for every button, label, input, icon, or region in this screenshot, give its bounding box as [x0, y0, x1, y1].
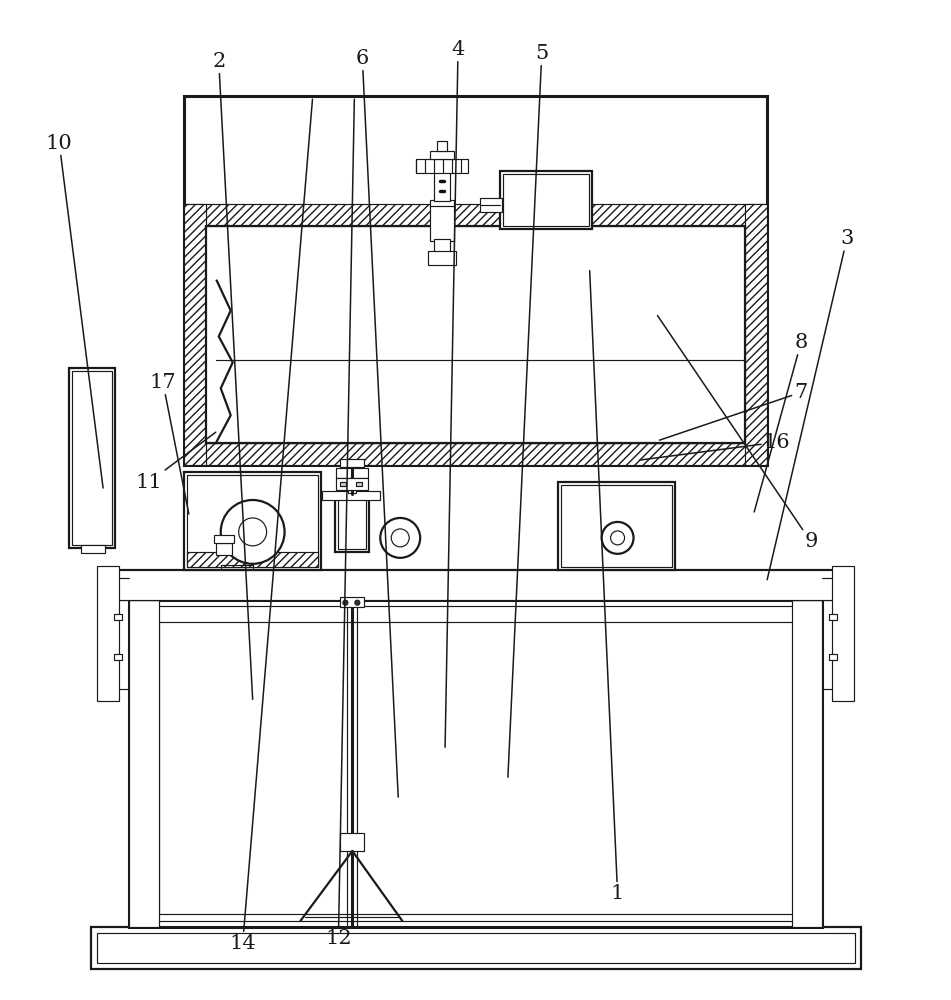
Bar [357, 482, 362, 486]
Bar [184, 204, 205, 465]
Bar [430, 206, 454, 241]
Text: 16: 16 [639, 433, 790, 460]
Circle shape [221, 500, 284, 564]
Text: 5: 5 [508, 44, 549, 777]
Bar [69, 368, 115, 548]
Circle shape [239, 518, 266, 546]
Bar [340, 833, 364, 851]
Bar [214, 535, 234, 543]
Bar [135, 606, 816, 921]
Bar [72, 371, 112, 545]
Bar [480, 198, 502, 212]
Bar [116, 570, 836, 600]
Bar [437, 141, 447, 151]
Bar [97, 933, 855, 963]
Bar [186, 552, 319, 567]
Bar [184, 204, 767, 226]
Circle shape [355, 600, 359, 605]
Bar [428, 251, 456, 265]
Bar [184, 443, 767, 465]
Text: 7: 7 [659, 383, 807, 440]
Bar [434, 239, 450, 253]
Bar [434, 171, 450, 201]
Bar [348, 477, 357, 493]
Text: 4: 4 [445, 40, 465, 747]
Bar [792, 600, 822, 927]
Bar [129, 600, 159, 927]
Bar [337, 478, 368, 490]
Bar [186, 475, 319, 567]
Bar [114, 614, 122, 620]
Bar [829, 654, 837, 660]
Bar [340, 597, 364, 607]
Bar [557, 482, 675, 570]
Circle shape [380, 518, 420, 558]
Bar [500, 171, 592, 229]
Bar [430, 151, 454, 159]
Text: 2: 2 [212, 52, 253, 699]
Bar [829, 614, 837, 620]
Circle shape [602, 522, 633, 554]
Text: 8: 8 [754, 333, 807, 512]
Text: 12: 12 [325, 99, 355, 948]
Bar [322, 491, 380, 500]
Bar [746, 204, 767, 465]
Text: 6: 6 [356, 49, 398, 797]
Text: 14: 14 [229, 99, 313, 953]
Bar [430, 200, 454, 208]
Bar [337, 468, 368, 478]
Circle shape [391, 529, 409, 547]
Bar [339, 497, 366, 549]
Bar [832, 566, 854, 701]
Bar [503, 174, 589, 226]
Bar [116, 570, 836, 600]
Bar [129, 600, 822, 927]
Bar [205, 226, 746, 443]
Bar [97, 566, 119, 701]
Bar [561, 485, 672, 567]
Text: 10: 10 [46, 134, 103, 488]
Text: 11: 11 [136, 432, 216, 492]
Bar [340, 459, 364, 467]
Text: 17: 17 [149, 373, 189, 514]
Bar [216, 543, 232, 555]
Text: 1: 1 [590, 271, 624, 903]
Circle shape [611, 531, 625, 545]
Bar [159, 622, 799, 914]
Bar [114, 654, 122, 660]
Text: 3: 3 [767, 229, 854, 580]
Text: 9: 9 [657, 316, 818, 551]
Bar [184, 96, 767, 465]
Bar [91, 927, 861, 969]
Bar [336, 494, 369, 552]
Circle shape [343, 600, 348, 605]
Bar [340, 482, 346, 486]
Bar [81, 545, 105, 553]
Bar [417, 159, 468, 173]
Bar [184, 472, 321, 570]
